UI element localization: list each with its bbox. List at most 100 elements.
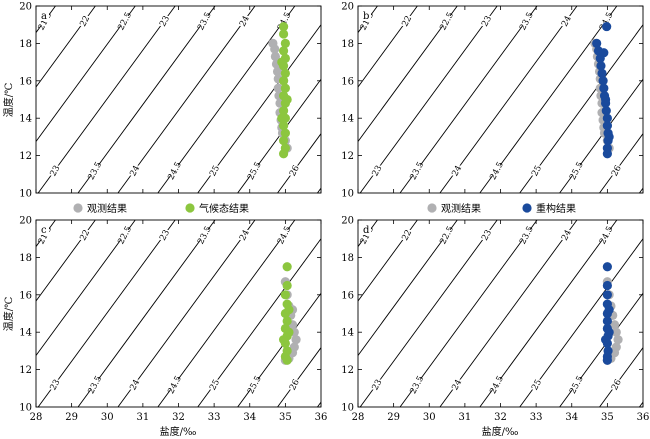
isopycnal-label-23: 23 xyxy=(371,164,385,178)
x-tick-label: 29 xyxy=(65,412,78,423)
panel-a-observed-point xyxy=(273,83,283,93)
panel-b-reconstructed-point xyxy=(598,76,608,86)
isopycnal-label-25: 25 xyxy=(208,378,222,392)
panel-letter-bg xyxy=(361,9,371,21)
x-tick-label: 36 xyxy=(315,412,328,423)
isopycnal-label-bg xyxy=(596,15,615,26)
panel-d-observed-point xyxy=(611,327,621,337)
isopycnal-label-bg xyxy=(596,229,615,240)
isopycnal-label-24: 24 xyxy=(238,14,252,28)
isopycnal-label-25: 25 xyxy=(530,164,544,178)
legend-label: 观测结果 xyxy=(441,202,481,215)
isopycnal-label-26: 26 xyxy=(288,164,302,178)
y-tick-label: 14 xyxy=(19,114,32,125)
isopycnal-line-20 xyxy=(121,220,258,407)
panel-d-reconstructed-point xyxy=(602,355,612,365)
isopycnal-line-25.5 xyxy=(559,292,643,407)
y-tick-label: 12 xyxy=(19,151,32,162)
y-tick-label: 10 xyxy=(341,189,354,200)
isopycnal-label-bg xyxy=(447,379,466,390)
y-tick-label: 12 xyxy=(341,365,354,376)
isopycnal-label-23: 23 xyxy=(158,228,172,242)
panel-b-reconstructed-point xyxy=(596,61,606,71)
isopycnal-label-22: 22 xyxy=(400,228,414,242)
isopycnal-label-bg xyxy=(125,379,144,390)
isopycnal-label-bg xyxy=(195,229,214,240)
isopycnal-line-22.5 xyxy=(36,6,136,143)
panel-b-reconstructed-point xyxy=(602,21,612,32)
panel-b-reconstructed-point xyxy=(602,149,612,159)
isopycnal-label-bg xyxy=(407,165,426,176)
panel-a-observed-point xyxy=(272,66,283,77)
isopycnal-label-bg xyxy=(487,165,506,176)
isopycnal-label-bg xyxy=(606,165,625,176)
y-tick-label: 14 xyxy=(341,114,354,125)
x-tick-label: 29 xyxy=(387,412,400,423)
y-tick-label: 14 xyxy=(341,328,354,339)
panel-letter-bg xyxy=(39,9,49,21)
panel-a-climatology-point xyxy=(280,68,290,78)
isopycnal-line-24 xyxy=(439,6,578,193)
isopycnal-line-25 xyxy=(519,238,643,407)
isopycnal-label-bg xyxy=(367,165,386,176)
isopycnal-label-bg xyxy=(567,379,586,390)
isopycnal-label-bg xyxy=(556,15,575,26)
panel-a-climatology-point xyxy=(278,29,289,39)
isopycnal-label-23: 23 xyxy=(49,378,63,392)
panel-letter-bg xyxy=(361,223,371,235)
isopycnal-label-bg xyxy=(245,379,264,390)
isopycnal-line-26 xyxy=(599,132,643,193)
panel-a-climatology-point xyxy=(278,149,289,159)
panel-letter-b: b xyxy=(363,11,369,22)
isopycnal-label-bg xyxy=(527,379,546,390)
isopycnal-label-23: 23 xyxy=(49,164,63,178)
isopycnal-line-26.5 xyxy=(639,187,643,193)
y-tick-label: 18 xyxy=(19,253,32,264)
panel-c-observed-point xyxy=(291,335,301,345)
x-tick-label: 32 xyxy=(172,412,185,423)
isopycnal-label-bg xyxy=(437,15,456,26)
isopycnal-line-25 xyxy=(197,238,321,407)
isopycnal-label-bg xyxy=(447,165,466,176)
x-axis-label: 盐度/‰ xyxy=(482,425,519,438)
panel-a-climatology-point xyxy=(280,83,290,93)
isopycnal-line-26.5 xyxy=(639,401,643,407)
panel-a-climatology-point xyxy=(282,94,292,105)
isopycnal-label-bg xyxy=(115,15,134,26)
isopycnal-label-bg xyxy=(85,379,104,390)
isopycnal-label-bg xyxy=(155,15,174,26)
legend-marker xyxy=(427,203,437,213)
isopycnal-label-bg xyxy=(477,229,496,240)
panel-d-reconstructed-point xyxy=(604,327,614,337)
isopycnal-label-23: 23 xyxy=(480,14,494,28)
isopycnal-line-24.5 xyxy=(157,220,296,407)
panel-c-climatology-point xyxy=(282,316,292,326)
x-tick-label: 31 xyxy=(137,412,150,423)
panel-b-reconstructed-point xyxy=(604,132,614,142)
isopycnal-label-26: 26 xyxy=(610,378,624,392)
panel-a-observed-point xyxy=(270,51,280,62)
isopycnal-label-bg xyxy=(556,229,575,240)
isopycnal-line-25.5 xyxy=(559,78,643,193)
panel-a-climatology-point xyxy=(278,76,289,86)
isopycnal-label-bg xyxy=(155,229,174,240)
isopycnal-label-22: 22 xyxy=(400,14,414,28)
isopycnal-line-21 xyxy=(201,220,338,407)
isopycnal-label-24: 24 xyxy=(450,164,464,178)
panel-b-reconstructed-point xyxy=(597,68,607,78)
panel-a-climatology-point xyxy=(280,128,290,138)
panel-d-reconstructed-point xyxy=(602,262,612,272)
isopycnal-label-bg xyxy=(85,165,104,176)
y-tick-label: 20 xyxy=(19,2,32,13)
panel-b-reconstructed-point xyxy=(601,106,611,116)
isopycnal-line-23 xyxy=(37,220,176,407)
panel-letter-c: c xyxy=(41,225,47,236)
isopycnal-label-bg xyxy=(477,15,496,26)
isopycnal-line-20 xyxy=(121,6,258,193)
isopycnal-label-bg xyxy=(195,15,214,26)
y-tick-label: 16 xyxy=(19,76,32,87)
isopycnal-label-bg xyxy=(165,379,184,390)
isopycnal-label-bg xyxy=(115,229,134,240)
panel-b-reconstructed-point xyxy=(602,113,612,123)
isopycnal-label-bg xyxy=(517,15,536,26)
